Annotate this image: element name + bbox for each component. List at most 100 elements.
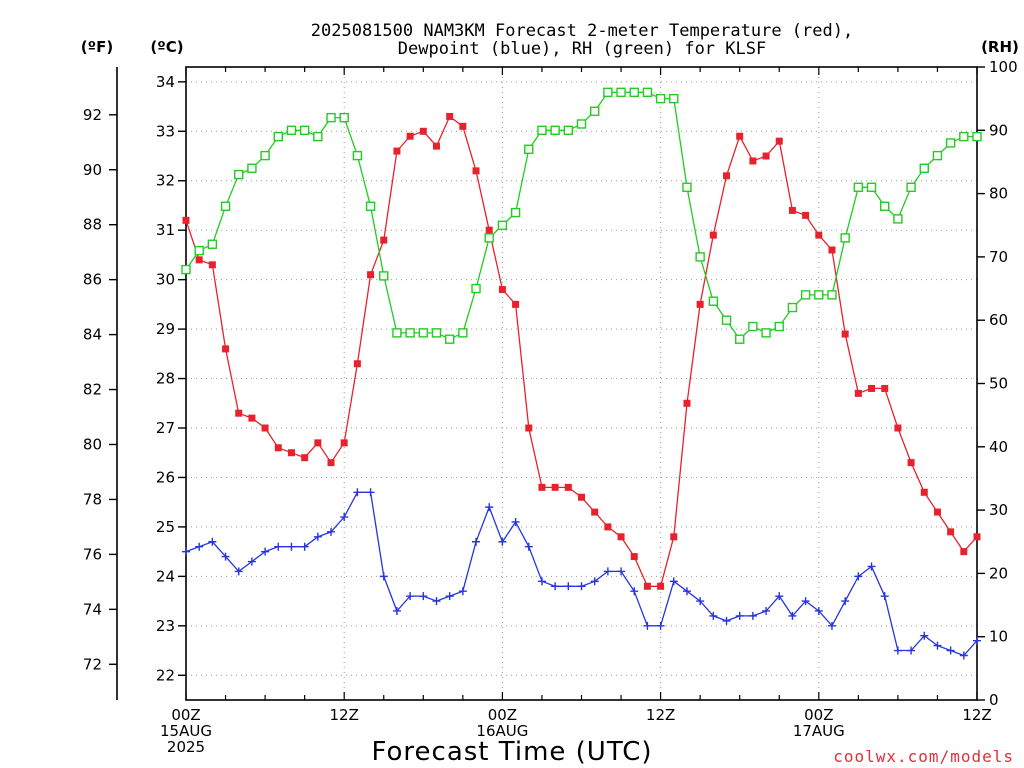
data-point [261, 547, 270, 556]
data-point [973, 636, 981, 645]
fahrenheit-tick-label: 82 [83, 381, 102, 399]
data-point [604, 523, 612, 531]
data-point [485, 503, 494, 512]
data-point [761, 328, 771, 338]
chart-title-line-1: 2025081500 NAM3KM Forecast 2-meter Tempe… [311, 21, 853, 41]
data-point [866, 182, 877, 192]
data-point [682, 587, 691, 596]
rh-tick-label: 0 [989, 691, 999, 709]
data-point [182, 547, 190, 556]
data-point [484, 233, 494, 243]
celsius-tick-label: 33 [156, 122, 175, 140]
data-point [643, 582, 651, 590]
fahrenheit-tick-label: 76 [83, 545, 102, 563]
celsius-tick-label: 32 [156, 172, 175, 190]
fahrenheit-tick-label: 72 [83, 655, 102, 673]
data-point [973, 533, 981, 541]
data-point [274, 444, 282, 452]
data-point [920, 488, 928, 496]
data-point [868, 384, 876, 392]
data-point [182, 216, 190, 224]
celsius-tick-label: 29 [156, 320, 175, 338]
data-point [339, 112, 349, 123]
data-point [840, 233, 850, 243]
axes: 22 23 24 25 26 27 28 29 30 31 32 33 34 72 74 76 78 80 82 84… [83, 58, 1018, 709]
data-point [933, 508, 941, 516]
rh-axis-unit: (RH) [981, 38, 1019, 56]
data-point [538, 483, 546, 491]
data-point [762, 606, 771, 615]
data-point [301, 454, 309, 462]
data-point [762, 152, 770, 160]
data-point [748, 611, 757, 620]
data-point [655, 93, 666, 104]
data-point [365, 201, 376, 211]
data-point [814, 606, 823, 615]
data-point [919, 163, 929, 173]
data-point [299, 125, 310, 136]
rh-tick-label: 70 [989, 248, 1008, 266]
data-point [696, 597, 705, 606]
plot-frame [185, 66, 978, 701]
data-point [578, 493, 585, 501]
series [181, 87, 982, 660]
data-point [340, 439, 348, 447]
data-point [511, 517, 520, 526]
data-point [248, 414, 256, 422]
data-point [471, 283, 481, 294]
data-point [551, 483, 559, 491]
data-point [721, 315, 732, 325]
x-tick-label: 12Z [646, 706, 675, 724]
data-point [208, 537, 217, 546]
data-point [854, 389, 862, 397]
data-point [576, 119, 587, 129]
data-point [352, 150, 363, 161]
x-tick-label: 00Z [488, 706, 517, 724]
data-point [194, 245, 204, 256]
data-point [497, 220, 508, 230]
data-point [589, 106, 600, 117]
fahrenheit-tick-label: 86 [83, 271, 102, 289]
data-point [959, 131, 969, 142]
data-point [446, 112, 454, 120]
data-point [419, 592, 428, 601]
data-point [709, 231, 717, 239]
data-point [617, 533, 625, 541]
data-point [933, 641, 942, 650]
data-point [393, 147, 401, 155]
data-point [367, 271, 375, 279]
data-point [459, 122, 467, 130]
data-point [774, 321, 784, 332]
data-point [642, 87, 653, 98]
data-point [512, 300, 520, 308]
rh-tick-label: 50 [989, 375, 1008, 393]
data-point [327, 527, 336, 536]
data-point [406, 132, 414, 140]
data-point [616, 87, 626, 98]
data-point [406, 592, 415, 601]
data-point [472, 537, 481, 546]
data-point [880, 201, 890, 211]
data-point [629, 87, 639, 98]
data-point [749, 157, 757, 165]
data-point [972, 131, 982, 142]
data-point [221, 552, 230, 561]
data-point [498, 286, 506, 294]
data-point [379, 271, 389, 281]
rh-tick-label: 100 [989, 58, 1018, 76]
rh-tick-label: 30 [989, 501, 1008, 519]
data-point [392, 328, 402, 338]
data-point [431, 328, 442, 338]
data-point [590, 577, 599, 586]
data-point [234, 567, 243, 576]
data-point [432, 142, 440, 150]
chart-title: 2025081500 NAM3KM Forecast 2-meter Tempe… [311, 21, 853, 59]
fahrenheit-tick-label: 92 [83, 106, 102, 124]
data-point [498, 537, 507, 546]
celsius-tick-label: 31 [156, 221, 175, 239]
data-point [353, 360, 361, 368]
data-point [235, 409, 243, 417]
data-point [945, 138, 956, 148]
celsius-tick-label: 26 [156, 468, 175, 486]
data-point [630, 553, 638, 561]
